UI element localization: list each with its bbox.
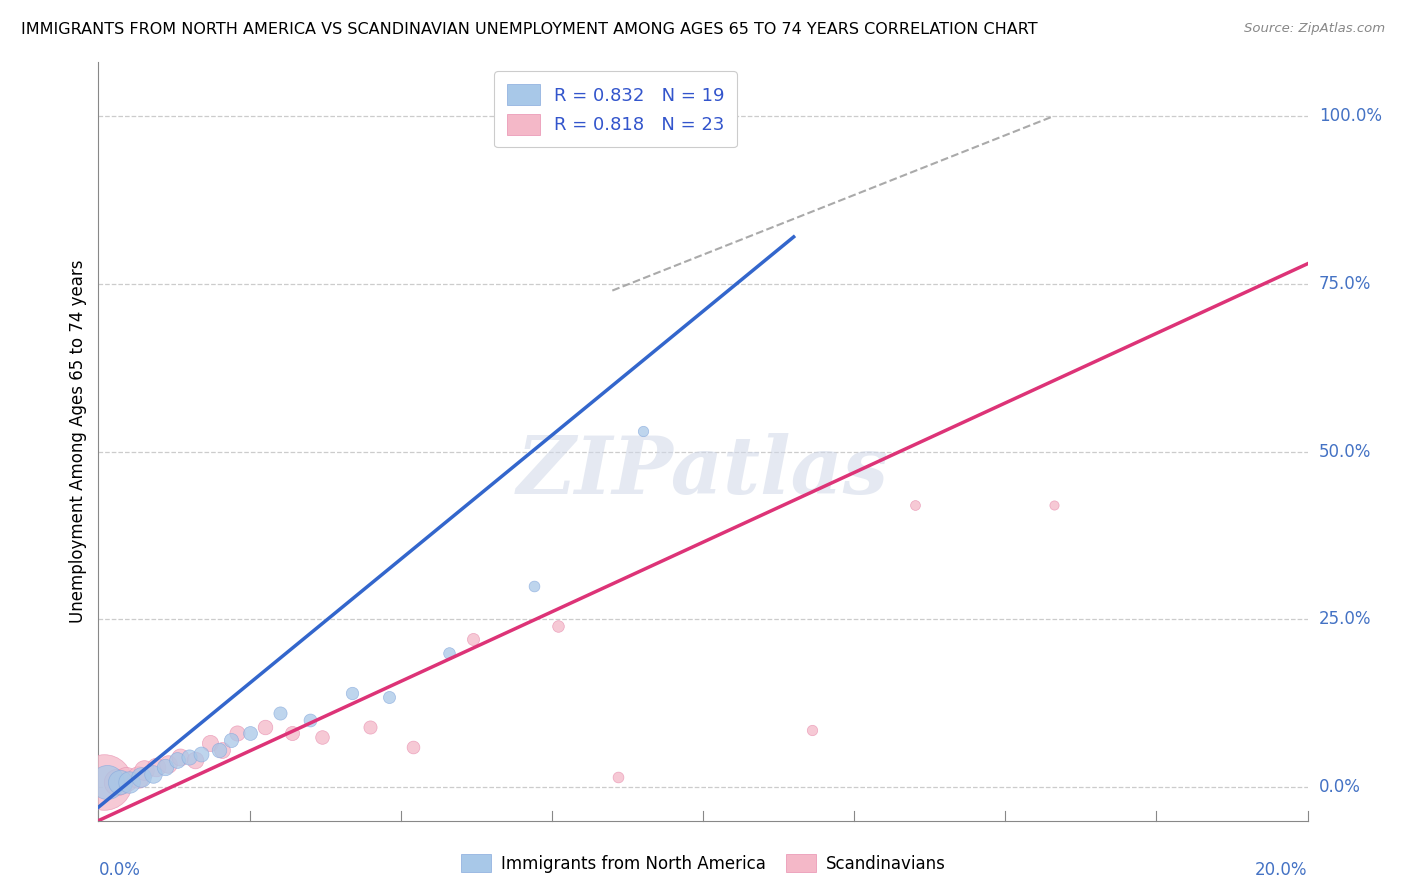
Point [281, 726, 304, 740]
Point [153, 760, 176, 774]
Y-axis label: Unemployment Among Ages 65 to 74 years: Unemployment Among Ages 65 to 74 years [69, 260, 87, 624]
Point [311, 730, 333, 744]
Point [904, 498, 927, 512]
Point [523, 579, 546, 593]
Point [547, 619, 569, 633]
Point [211, 743, 233, 757]
Point [184, 753, 207, 767]
Text: Source: ZipAtlas.com: Source: ZipAtlas.com [1244, 22, 1385, 36]
Point [226, 726, 249, 740]
Point [607, 770, 630, 784]
Text: 75.0%: 75.0% [1319, 275, 1371, 293]
Point [208, 743, 231, 757]
Point [127, 770, 149, 784]
Text: ZIPatlas: ZIPatlas [517, 434, 889, 510]
Point [105, 774, 128, 789]
Point [800, 723, 823, 737]
Text: 25.0%: 25.0% [1319, 610, 1371, 628]
Text: 50.0%: 50.0% [1319, 442, 1371, 460]
Point [132, 764, 155, 778]
Text: 20.0%: 20.0% [1256, 861, 1308, 879]
Point [179, 750, 201, 764]
Point [145, 760, 167, 774]
Text: IMMIGRANTS FROM NORTH AMERICA VS SCANDINAVIAN UNEMPLOYMENT AMONG AGES 65 TO 74 Y: IMMIGRANTS FROM NORTH AMERICA VS SCANDIN… [21, 22, 1038, 37]
Point [166, 753, 188, 767]
Legend: Immigrants from North America, Scandinavians: Immigrants from North America, Scandinav… [454, 847, 952, 880]
Point [108, 774, 131, 789]
Point [142, 766, 165, 780]
Point [631, 425, 654, 439]
Point [360, 720, 382, 734]
Point [114, 772, 136, 786]
Point [342, 686, 364, 700]
Text: 0.0%: 0.0% [1319, 778, 1361, 796]
Point [463, 632, 485, 647]
Point [253, 720, 276, 734]
Point [169, 750, 191, 764]
Point [129, 770, 152, 784]
Point [269, 706, 291, 721]
Point [239, 726, 262, 740]
Point [1042, 498, 1064, 512]
Point [221, 733, 243, 747]
Point [156, 756, 179, 771]
Text: 100.0%: 100.0% [1319, 107, 1382, 125]
Text: 0.0%: 0.0% [98, 861, 141, 879]
Point [437, 646, 460, 660]
Point [118, 774, 141, 789]
Point [402, 739, 425, 754]
Point [190, 747, 212, 761]
Point [96, 774, 118, 789]
Point [93, 774, 115, 789]
Legend: R = 0.832   N = 19, R = 0.818   N = 23: R = 0.832 N = 19, R = 0.818 N = 23 [495, 71, 737, 147]
Point [200, 736, 222, 750]
Point [299, 713, 322, 727]
Point [377, 690, 399, 704]
